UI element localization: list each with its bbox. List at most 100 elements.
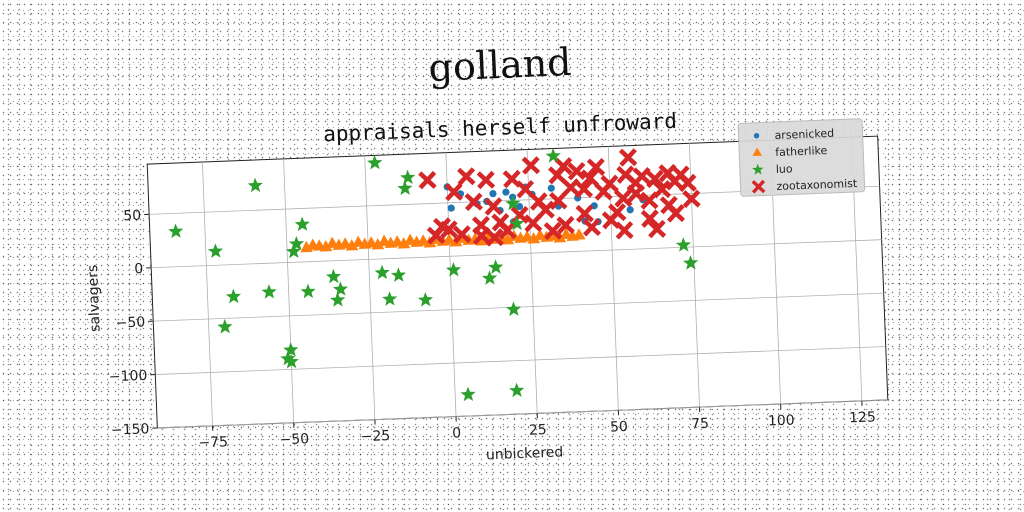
x-gridline [364,155,376,420]
point-luo [390,267,407,283]
point-zootaxonomist [554,157,573,176]
chart-title: golland [428,40,573,90]
point-zootaxonomist [666,204,686,223]
point-luo [445,262,462,277]
point-luo [207,243,224,259]
y-tick-label: −150 [111,421,150,438]
point-arsenicked [547,184,555,192]
legend-label: luo [776,162,794,176]
point-zootaxonomist [536,200,555,220]
y-gridline [151,239,882,269]
point-arsenicked [502,188,510,196]
point-zootaxonomist [678,173,697,193]
point-zootaxonomist [567,161,586,181]
point-zootaxonomist [682,189,701,209]
x-tick-label: −75 [198,434,228,451]
point-luo [400,169,416,185]
legend-marker-luo [752,163,764,175]
x-gridline [201,162,213,426]
point-zootaxonomist [574,179,594,199]
x-gridline [283,158,295,423]
point-arsenicked [626,206,634,214]
point-zootaxonomist [600,174,619,194]
y-tick-label: −100 [109,368,148,385]
point-luo [367,154,383,170]
point-zootaxonomist [439,220,459,239]
point-zootaxonomist [652,180,672,199]
point-luo [417,291,434,307]
point-arsenicked [447,204,455,212]
point-fatherlike [345,239,359,251]
x-axis-label: unbickered [486,444,564,463]
point-zootaxonomist [498,221,517,240]
x-tick-label: −50 [279,431,309,448]
point-fatherlike [475,234,489,246]
y-axis-label: salvagers [85,264,104,332]
point-luo [488,259,504,274]
point-luo [505,195,521,211]
point-zootaxonomist [464,192,483,212]
legend-label: zootaxonomist [776,177,858,193]
point-luo [217,318,233,334]
x-tick-label: 75 [691,416,709,433]
point-zootaxonomist [521,156,541,175]
y-gridline [155,346,886,375]
axis-ticks: −75 −50 −25 0 25 50 75 100 125 −150 −100 −50 0 50 [109,208,877,452]
point-luo [261,284,277,299]
point-luo [509,382,525,398]
point-zootaxonomist [510,205,530,225]
point-zootaxonomist [618,148,638,167]
point-zootaxonomist [444,182,464,202]
point-luo [283,342,299,357]
y-tick-label: −50 [115,314,145,331]
point-luo [460,386,476,402]
point-luo [397,180,413,196]
point-zootaxonomist [485,228,504,247]
point-arsenicked [515,202,524,211]
point-fatherlike [527,232,541,244]
x-gridline [607,146,619,411]
point-zootaxonomist [523,213,543,233]
point-zootaxonomist [543,221,563,241]
x-tick-label: 0 [452,425,462,441]
legend-box [737,118,866,197]
point-zootaxonomist [640,209,660,228]
point-luo [330,292,346,307]
chart-body: appraisals herself unfroward −75 −50 −25 0 2… [85,109,889,463]
point-luo [300,283,316,299]
point-fatherlike [572,228,586,240]
y-tick-label: 0 [134,261,144,277]
legend-label: arsenicked [774,127,834,142]
point-luo [285,243,302,259]
point-zootaxonomist [613,189,633,208]
legend-marker-fatherlike [752,147,763,157]
point-luo [374,264,390,280]
point-zootaxonomist [626,184,646,203]
point-zootaxonomist [586,158,606,177]
point-zootaxonomist [452,225,472,244]
point-zootaxonomist [556,215,575,235]
legend-marker-arsenicked [753,133,760,139]
point-fatherlike [319,240,333,252]
point-zootaxonomist [647,219,667,239]
point-luo [325,268,342,284]
point-luo [382,291,398,306]
point-luo [247,177,263,193]
point-zootaxonomist [582,218,602,237]
point-luo [675,237,692,252]
point-luo [505,301,522,317]
point-zootaxonomist [476,170,496,190]
point-luo [332,281,349,297]
x-tick-label: −25 [360,428,390,445]
x-tick-label: 100 [768,412,795,429]
x-tick-label: 25 [529,422,547,439]
point-luo [482,270,498,285]
point-luo [168,223,184,239]
plot-marks [168,148,701,402]
point-luo [288,235,305,251]
point-zootaxonomist [549,191,568,210]
point-zootaxonomist [580,168,600,188]
point-zootaxonomist [418,170,437,190]
point-zootaxonomist [516,179,535,199]
